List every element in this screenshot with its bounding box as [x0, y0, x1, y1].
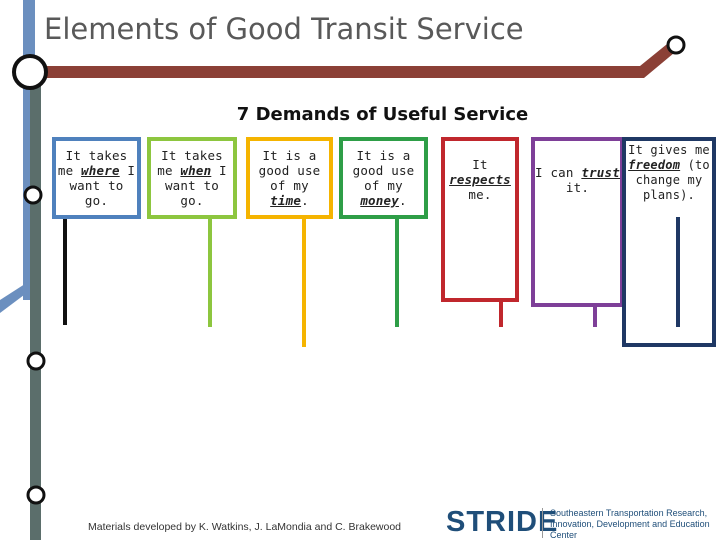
demand-box-when: It takes me when I want to go. [147, 137, 237, 219]
demand-box-respects: It respects me. [441, 137, 519, 302]
demand-stem [676, 217, 680, 327]
demand-keyword: time [270, 193, 302, 208]
blue-branch-line [0, 282, 28, 313]
credit-text: Materials developed by K. Watkins, J. La… [88, 521, 402, 533]
demand-text: It takes me [57, 148, 128, 178]
station-marker [26, 351, 46, 371]
demand-text: It gives me [628, 143, 710, 157]
demand-text: it. [565, 180, 590, 195]
demand-keyword: money [360, 193, 399, 208]
demand-text: I want to go. [164, 163, 227, 208]
demand-box-money: It is a good use of my money. [339, 137, 428, 219]
demand-text: I can [535, 165, 582, 180]
demand-box-where: It takes me where I want to go. [52, 137, 141, 219]
station-marker [12, 54, 48, 90]
demand-stem [395, 217, 399, 327]
station-marker [26, 485, 46, 505]
demand-text: . [398, 193, 407, 208]
demand-text: It takes me [157, 148, 223, 178]
demand-keyword: trust [581, 165, 620, 180]
demand-text: It [472, 157, 488, 172]
demand-text: . [301, 193, 309, 208]
demand-text: I want to go. [69, 163, 136, 208]
teal-transit-line [30, 80, 41, 540]
demand-box-time: It is a good use of my time. [246, 137, 333, 219]
demand-keyword: respects [449, 172, 511, 187]
demand-box-trust: I can trust it. [531, 137, 624, 307]
demand-box-freedom: It gives me freedom (to change my plans)… [622, 137, 716, 347]
org-name: Southeastern Transportation Research, In… [550, 508, 710, 540]
demand-text: me. [468, 187, 492, 202]
station-marker [23, 185, 43, 205]
station-marker [666, 35, 686, 55]
stride-logo: STRIDE [446, 506, 559, 538]
demand-keyword: freedom [628, 158, 681, 172]
slide-title: Elements of Good Transit Service [44, 12, 524, 46]
demand-keyword: when [180, 163, 212, 178]
logo-divider [542, 508, 543, 538]
brown-transit-line [32, 40, 680, 78]
demand-stem [302, 217, 306, 347]
demand-keyword: where [81, 163, 120, 178]
demand-stem [208, 217, 212, 327]
demand-text: (to change my plans). [635, 158, 710, 202]
demand-stem [63, 217, 67, 325]
demand-text: It is a good use of my [258, 148, 321, 193]
demand-text: It is a good use of my [352, 148, 415, 193]
slide-subtitle: 7 Demands of Useful Service [236, 104, 529, 125]
